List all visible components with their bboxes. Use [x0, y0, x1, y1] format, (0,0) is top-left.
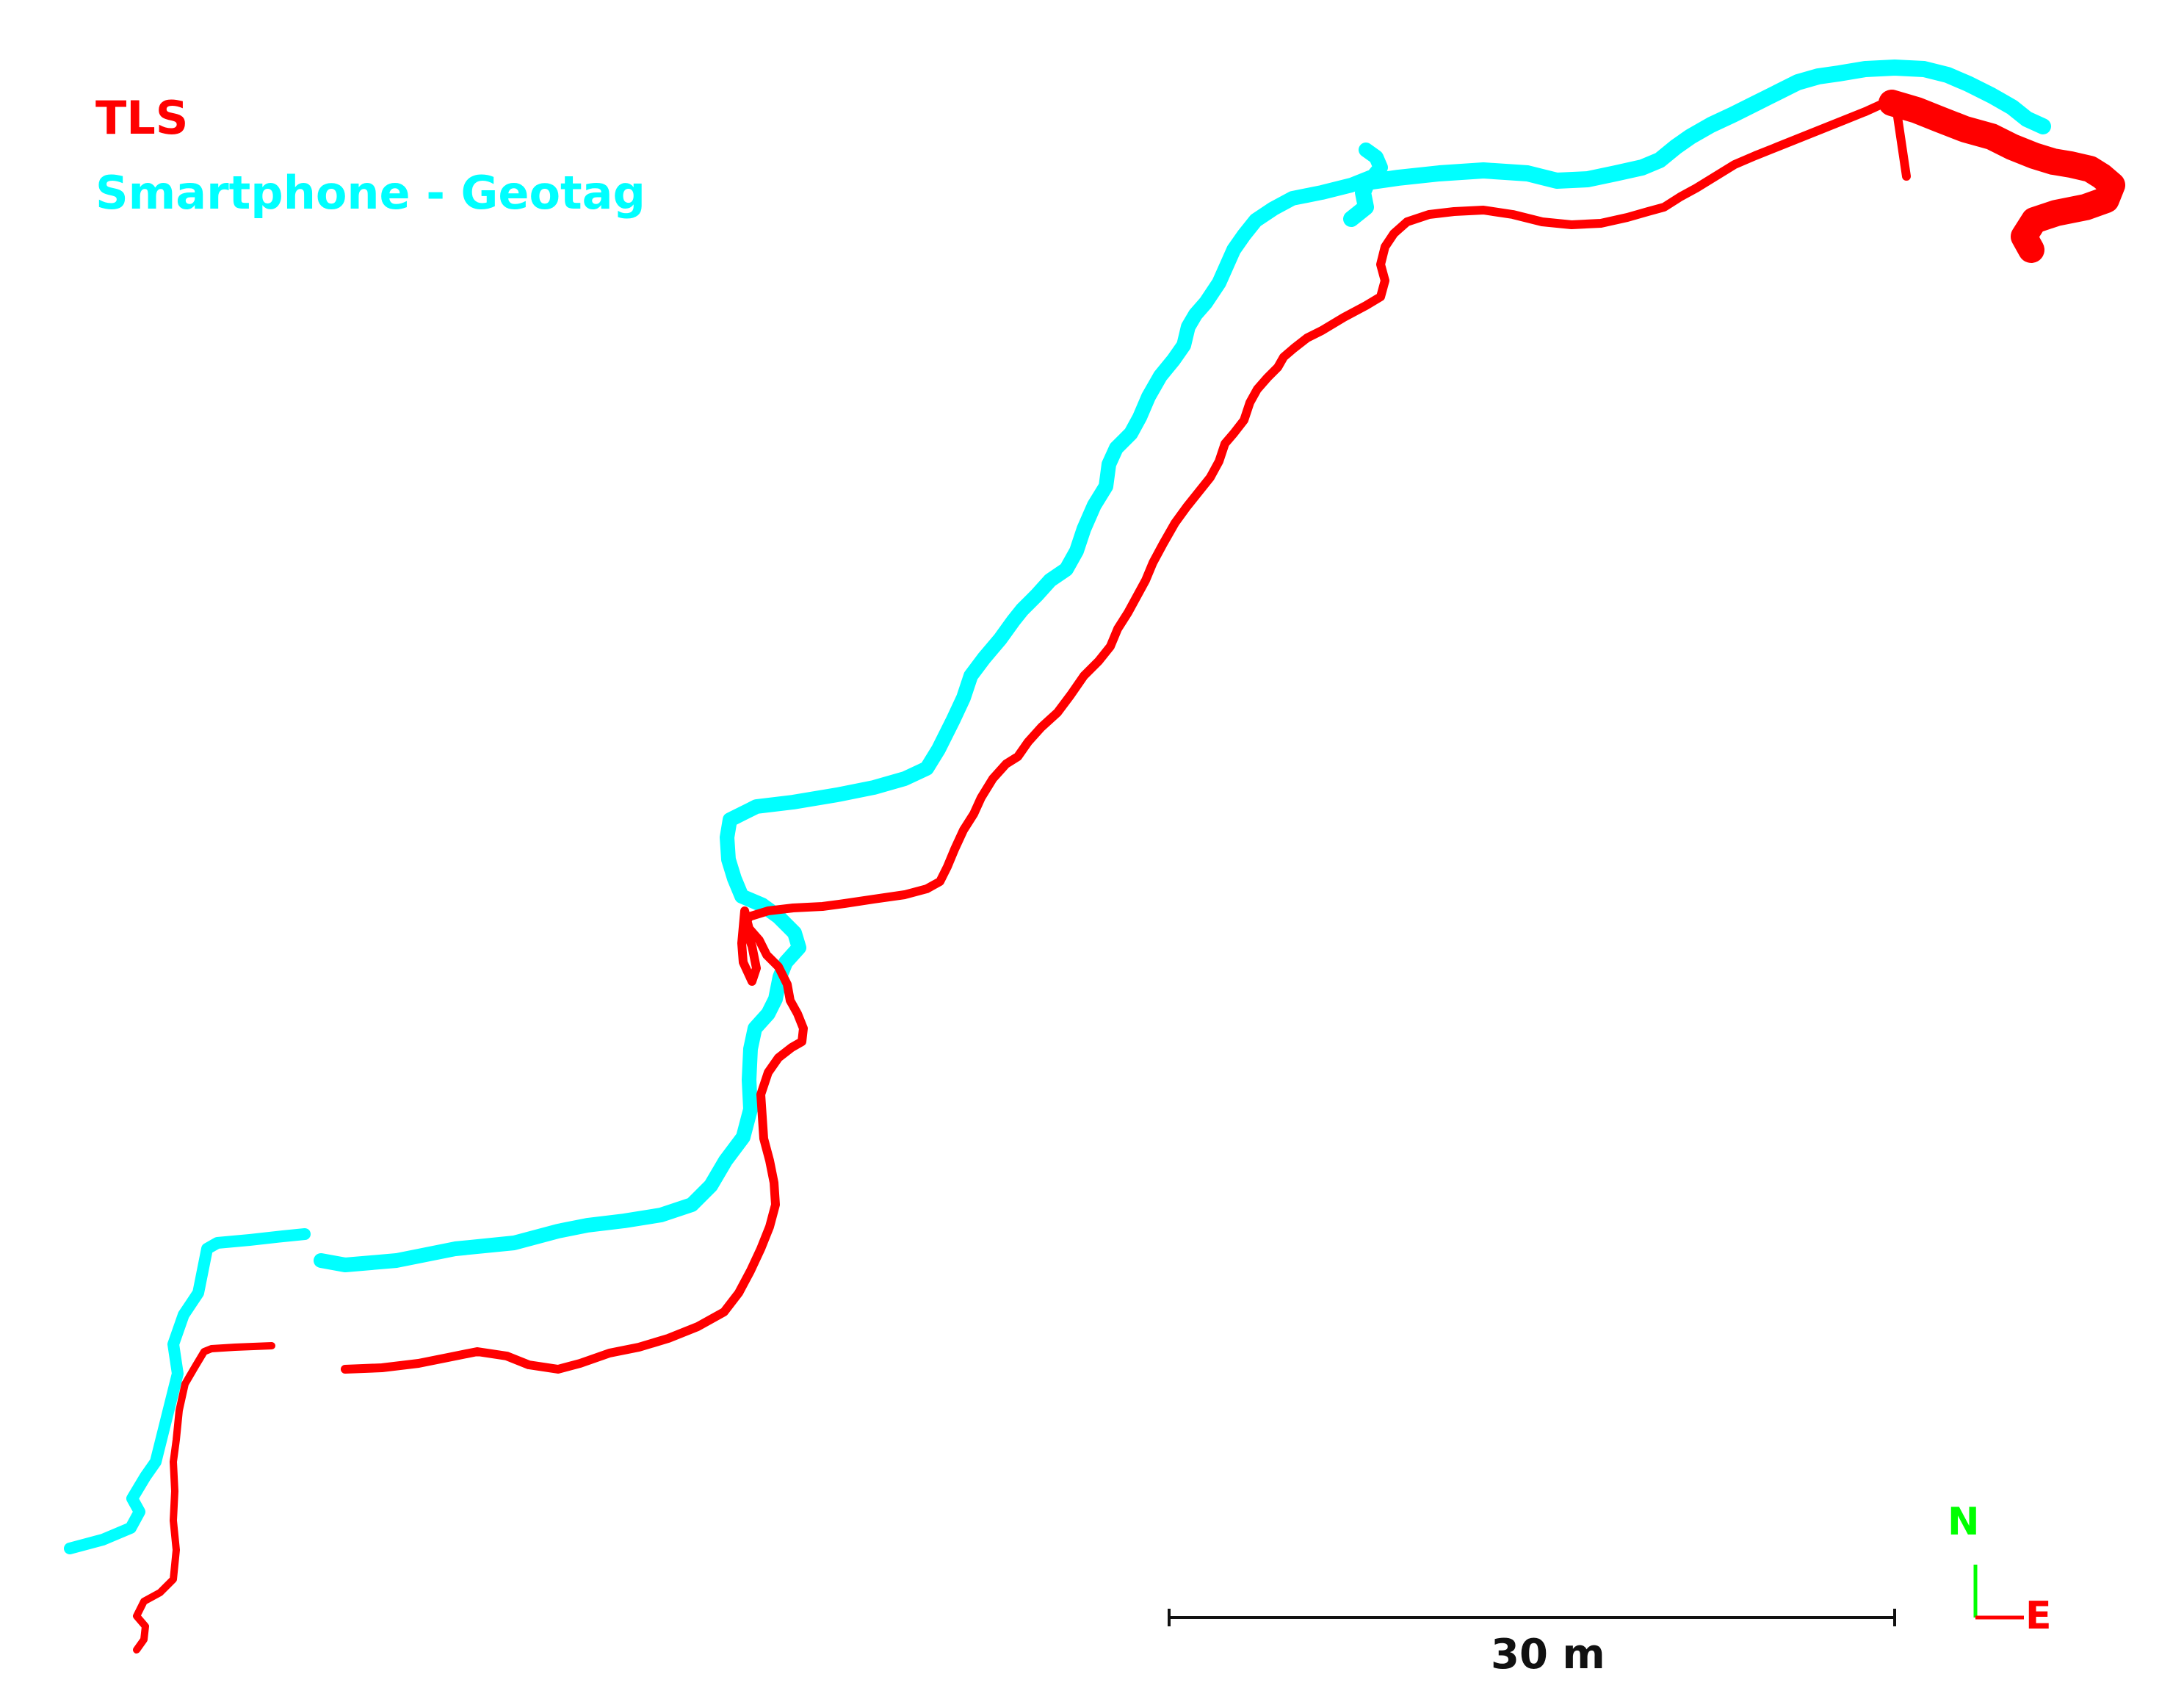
- smartphone-track-west: [64, 1228, 311, 1554]
- legend-smartphone-label: Smartphone - Geotag: [95, 166, 646, 220]
- smartphone-track-east: [1343, 60, 2051, 227]
- scale-bar: [1168, 1609, 1896, 1626]
- tls-track-middle: [341, 93, 1911, 1374]
- smartphone-track-middle: [314, 143, 1388, 1272]
- smartphone-track: [64, 60, 2051, 1554]
- legend-tls-label: TLS: [95, 91, 189, 145]
- tls-track-east-end: [1879, 90, 2125, 263]
- tls-track-west: [133, 1342, 275, 1654]
- north-arrow: [1973, 1565, 2024, 1620]
- north-label: N: [1948, 1500, 1980, 1544]
- scale-bar-label: 30 m: [1491, 1631, 1605, 1678]
- east-label: E: [2025, 1594, 2052, 1638]
- tls-track: [133, 90, 2125, 1654]
